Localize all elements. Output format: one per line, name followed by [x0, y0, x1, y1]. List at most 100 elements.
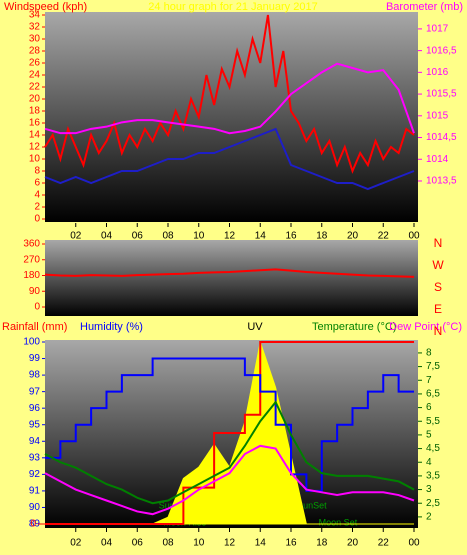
series-label: Humidity (%)	[80, 321, 143, 333]
x-tick-label: 12	[224, 538, 236, 549]
series-label: UV	[247, 321, 263, 333]
y2-tick-label: 5,5	[426, 416, 440, 427]
y2-tick-label: 5	[426, 430, 432, 441]
y2-tick-label: 8	[426, 348, 432, 359]
y-tick-label: 360	[23, 239, 40, 250]
x-tick-label: 00	[408, 231, 420, 242]
annotation: SunSet	[297, 500, 327, 510]
series-line	[44, 268, 415, 278]
series-label: Temperature (°C)	[312, 321, 396, 333]
plot-area	[45, 240, 418, 316]
x-tick-label: 14	[255, 231, 267, 242]
x-tick-label: 22	[378, 231, 390, 242]
y2-tick-label: 1016,5	[426, 45, 457, 56]
series-line	[45, 357, 414, 492]
x-tick-label: 16	[285, 231, 297, 242]
plot-area	[45, 12, 418, 222]
y-tick-label: 0	[34, 302, 40, 313]
compass-label: N	[434, 236, 443, 250]
x-tick-label: 02	[70, 538, 82, 549]
y-tick-label: 28	[29, 46, 41, 57]
series-line	[44, 127, 415, 191]
y2-tick-label: 7	[426, 375, 432, 386]
x-tick-label: 16	[285, 538, 297, 549]
y-tick-label: 90	[29, 502, 41, 513]
y4-tick-label: 0	[30, 519, 36, 530]
x-tick-label: 14	[255, 538, 267, 549]
y-tick-label: 89	[29, 519, 41, 530]
compass-label: N	[434, 324, 443, 338]
x-tick-label: 22	[378, 538, 390, 549]
y-tick-label: 30	[29, 34, 41, 45]
compass-label: W	[432, 258, 444, 272]
y-tick-label: 180	[23, 270, 40, 281]
y-tick-label: 270	[23, 254, 40, 265]
y-tick-label: 94	[29, 436, 41, 447]
x-tick-label: 08	[162, 231, 174, 242]
y-tick-label: 8	[34, 166, 40, 177]
y-tick-label: 93	[29, 452, 41, 463]
y2-tick-label: 6,5	[426, 389, 440, 400]
y-tick-label: 2	[34, 202, 40, 213]
y-tick-label: 34	[29, 10, 41, 21]
series-line	[44, 444, 415, 516]
y-tick-label: 97	[29, 386, 41, 397]
x-tick-label: 06	[132, 231, 144, 242]
y-tick-label: 22	[29, 82, 41, 93]
y-tick-label: 20	[29, 94, 41, 105]
chart-title: 24 hour graph for 21 January 2017	[148, 1, 317, 13]
y-tick-label: 24	[29, 70, 41, 81]
y-tick-label: 95	[29, 419, 41, 430]
y2-tick-label: 1015,5	[426, 89, 457, 100]
y2-tick-label: 3,5	[426, 471, 440, 482]
y2-tick-label: 4	[426, 457, 432, 468]
x-tick-label: 12	[224, 231, 236, 242]
y2-tick-label: 1014	[426, 154, 449, 165]
y-tick-label: 18	[29, 106, 41, 117]
y2-tick-label: 1015	[426, 110, 449, 121]
y-tick-label: 6	[34, 178, 40, 189]
series-line	[44, 62, 415, 135]
x-tick-label: 06	[132, 538, 144, 549]
series-line	[44, 14, 415, 174]
series-label: Dew Point (°C)	[389, 321, 462, 333]
x-tick-label: 04	[101, 538, 113, 549]
annotation: Moon Set	[319, 517, 358, 527]
x-tick-label: 18	[316, 538, 328, 549]
y-tick-label: 12	[29, 142, 41, 153]
y-tick-label: 10	[29, 154, 41, 165]
y-tick-label: 98	[29, 370, 41, 381]
y2-tick-label: 1013,5	[426, 176, 457, 187]
y-tick-label: 14	[29, 130, 41, 141]
y-tick-label: 100	[23, 337, 40, 348]
y-tick-label: 16	[29, 118, 41, 129]
y2-tick-label: 2	[426, 512, 432, 523]
x-tick-label: 04	[101, 231, 113, 242]
x-tick-label: 08	[162, 538, 174, 549]
y2-tick-label: 3	[426, 484, 432, 495]
x-tick-label: 18	[316, 231, 328, 242]
x-tick-label: 10	[193, 538, 205, 549]
x-tick-label: 20	[347, 231, 359, 242]
y-axis-label: Windspeed (kph)	[4, 1, 87, 13]
y-tick-label: 92	[29, 469, 41, 480]
y2-tick-label: 7,5	[426, 361, 440, 372]
series-line	[44, 400, 415, 505]
x-tick-label: 10	[193, 231, 205, 242]
y2-tick-label: 1014,5	[426, 132, 457, 143]
y-tick-label: 90	[29, 286, 41, 297]
x-tick-label: 20	[347, 538, 359, 549]
compass-label: E	[434, 302, 442, 316]
y-tick-label: 91	[29, 486, 41, 497]
series-line	[45, 341, 414, 525]
y2-tick-label: 4,5	[426, 443, 440, 454]
y2-axis-label: Barometer (mb)	[386, 1, 463, 13]
x-tick-label: 02	[70, 231, 82, 242]
y-tick-label: 32	[29, 22, 41, 33]
y-tick-label: 96	[29, 403, 41, 414]
y2-tick-label: 1017	[426, 24, 449, 35]
y-tick-label: 99	[29, 353, 41, 364]
x-tick-label: 00	[408, 538, 420, 549]
y2-tick-label: 2,5	[426, 498, 440, 509]
